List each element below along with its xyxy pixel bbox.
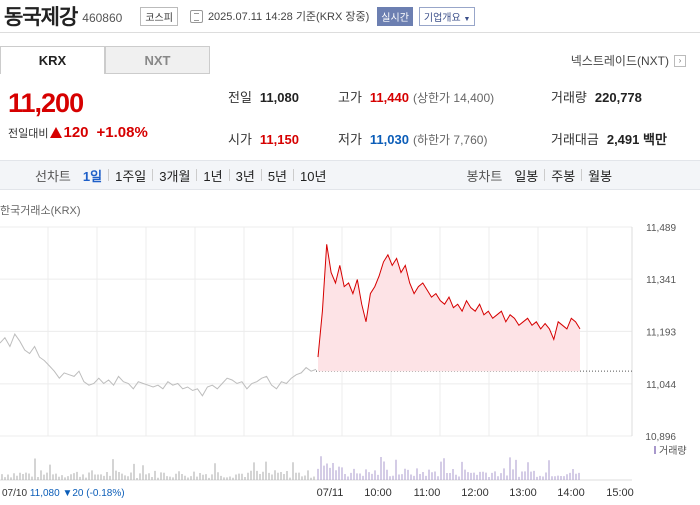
stat-label: 시가 — [228, 132, 252, 147]
tab-nxt[interactable]: NXT — [105, 46, 210, 74]
as-of-datetime: 2025.07.11 14:28 기준(KRX 장중) — [207, 11, 370, 23]
company-overview-button[interactable]: 기업개요 ▼ — [418, 6, 476, 26]
x-tick-label: 07/11 — [317, 487, 344, 499]
stat-value: 11,030 — [369, 132, 409, 147]
stat-label: 거래대금 — [551, 132, 599, 147]
chevron-right-icon: › — [674, 54, 686, 67]
nextrade-label: 넥스트레이드(NXT) — [570, 54, 669, 68]
stat-label: 전일 — [228, 90, 252, 105]
market-badge: 코스피 — [140, 6, 178, 26]
x-tick-label: 12:00 — [461, 487, 489, 499]
prev-info-pct: (-0.18%) — [86, 488, 124, 499]
line-chart-label: 선차트 — [35, 168, 71, 184]
stat-value: 11,080 — [259, 90, 299, 105]
prev-day-info: 07/10 11,080 ▼20 (-0.18%) — [2, 488, 125, 499]
change-label: 전일대비 — [8, 127, 49, 140]
stat-label: 고가 — [338, 90, 362, 105]
divider — [260, 169, 262, 181]
volume-legend-label: 거래량 — [659, 445, 687, 457]
nextrade-link[interactable]: 넥스트레이드(NXT) › — [571, 52, 686, 69]
prev-info-change: ▼20 — [62, 488, 86, 499]
stat-high: 고가 11,440 (상한가 14,400) — [338, 87, 494, 106]
chevron-down-icon: ▼ — [463, 15, 471, 23]
prev-day-line — [0, 333, 317, 397]
divider — [293, 169, 295, 181]
period-daily[interactable]: 일봉 — [514, 168, 539, 184]
stat-prev-close: 전일 11,080 — [228, 87, 299, 106]
prev-info-price: 11,080 — [30, 488, 63, 499]
x-tick-label: 10:00 — [364, 487, 392, 499]
current-price: 11,200 — [8, 88, 84, 118]
stat-label: 저가 — [338, 132, 362, 147]
stat-volume: 거래량 220,778 — [551, 87, 642, 106]
prev-info-date: 07/10 — [2, 488, 30, 499]
divider — [544, 169, 546, 181]
stock-code: 460860 — [82, 11, 123, 25]
today-fill-area — [318, 244, 580, 372]
period-1w[interactable]: 1주일 — [115, 168, 147, 184]
company-overview-label: 기업개요 — [423, 12, 461, 24]
chart-title: 한국거래소(KRX) — [0, 205, 81, 217]
y-tick-label: 11,193 — [646, 327, 676, 338]
change-percent: +1.08% — [96, 124, 148, 141]
period-monthly[interactable]: 월봉 — [588, 168, 613, 184]
calendar-icon — [189, 9, 203, 23]
stat-label: 거래량 — [551, 90, 587, 105]
x-tick-label: 15:00 — [606, 487, 634, 499]
divider — [152, 169, 154, 181]
stat-value: 11,440 — [369, 90, 409, 105]
stat-open: 시가 11,150 — [228, 129, 299, 148]
header-divider — [0, 32, 700, 33]
stat-sub: (상한가 14,400) — [412, 91, 495, 105]
stat-sub: (하한가 7,760) — [412, 133, 488, 147]
stat-low: 저가 11,030 (하한가 7,760) — [338, 129, 487, 148]
stat-value: 11,150 — [259, 132, 299, 147]
stat-value: 220,778 — [594, 90, 642, 105]
change-line: 전일대비 120 +1.08% — [8, 124, 148, 141]
stock-name: 동국제강 — [4, 6, 78, 29]
period-3y[interactable]: 3년 — [235, 168, 255, 184]
change-value: 120 — [63, 124, 89, 141]
divider — [196, 169, 198, 181]
period-5y[interactable]: 5년 — [267, 168, 288, 184]
price-chart[interactable]: 11,489 11,341 11,193 11,044 10,896 거래량 07/11 10… — [0, 215, 700, 505]
divider — [108, 169, 110, 181]
y-tick-label: 11,044 — [646, 380, 676, 391]
x-tick-label: 13:00 — [509, 487, 537, 499]
y-tick-label: 11,341 — [646, 275, 676, 286]
exchange-tabs: KRX NXT — [0, 46, 210, 74]
price-block: 11,200 — [8, 88, 84, 119]
y-tick-label: 10,896 — [645, 432, 676, 443]
period-1y[interactable]: 1년 — [203, 168, 223, 184]
today-price-line — [317, 244, 581, 358]
y-tick-label: 11,489 — [646, 223, 676, 234]
volume-legend-swatch — [654, 446, 656, 454]
period-1d[interactable]: 1일 — [82, 168, 103, 184]
period-3m[interactable]: 3개월 — [159, 168, 191, 184]
candle-chart-label: 봉차트 — [466, 168, 503, 184]
x-tick-label: 14:00 — [557, 487, 585, 499]
stat-value: 2,491 백만 — [606, 132, 667, 147]
tab-krx[interactable]: KRX — [0, 46, 105, 74]
up-triangle-icon — [50, 127, 63, 138]
period-10y[interactable]: 10년 — [300, 168, 327, 184]
stock-header: 동국제강 460860 코스피 2025.07.11 14:28 기준(KRX … — [0, 0, 700, 32]
x-tick-label: 11:00 — [414, 487, 441, 499]
divider — [581, 169, 583, 181]
divider — [228, 169, 230, 181]
period-bar: 선차트 1일 1주일 3개월 1년 3년 5년 10년 봉차트 일봉 주봉 월봉 — [0, 160, 700, 190]
realtime-badge[interactable]: 실시간 — [377, 6, 413, 26]
period-weekly[interactable]: 주봉 — [551, 168, 576, 184]
stat-amount: 거래대금 2,491 백만 — [551, 129, 667, 148]
